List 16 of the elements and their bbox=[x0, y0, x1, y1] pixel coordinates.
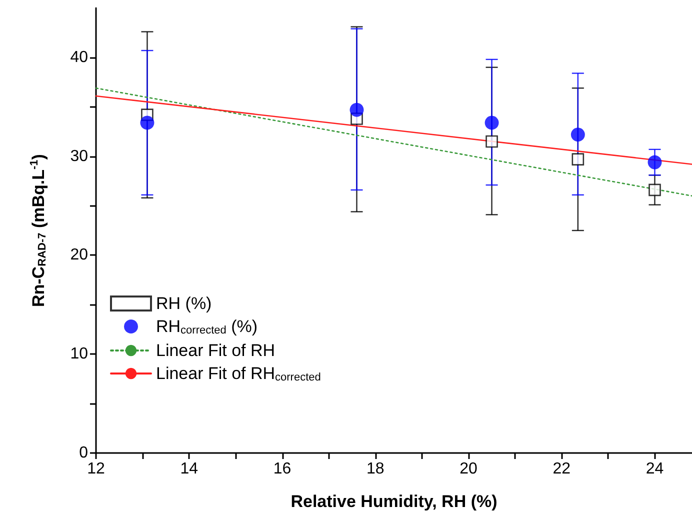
y-tick-label: 20 bbox=[70, 246, 88, 264]
legend-label: RH (%) bbox=[156, 294, 212, 313]
x-tick-label: 16 bbox=[273, 460, 292, 478]
x-axis-title: Relative Humidity, RH (%) bbox=[290, 492, 498, 511]
x-tick-label: 14 bbox=[180, 460, 198, 478]
x-tick-label: 22 bbox=[552, 460, 571, 478]
y-axis-title: Rn-CRAD-7 (mBq.L-1) bbox=[28, 154, 48, 307]
y-tick-label: 0 bbox=[79, 444, 88, 462]
x-tick-label: 24 bbox=[646, 460, 664, 478]
y-tick-label: 40 bbox=[70, 48, 88, 66]
x-tick-label: 20 bbox=[460, 460, 478, 478]
y-tick-label: 30 bbox=[70, 148, 88, 165]
x-tick-label: 18 bbox=[366, 460, 384, 478]
legend-label: Linear Fit of RH bbox=[156, 341, 276, 360]
y-tick-label: 10 bbox=[70, 346, 88, 363]
x-tick-label: 12 bbox=[87, 460, 105, 478]
